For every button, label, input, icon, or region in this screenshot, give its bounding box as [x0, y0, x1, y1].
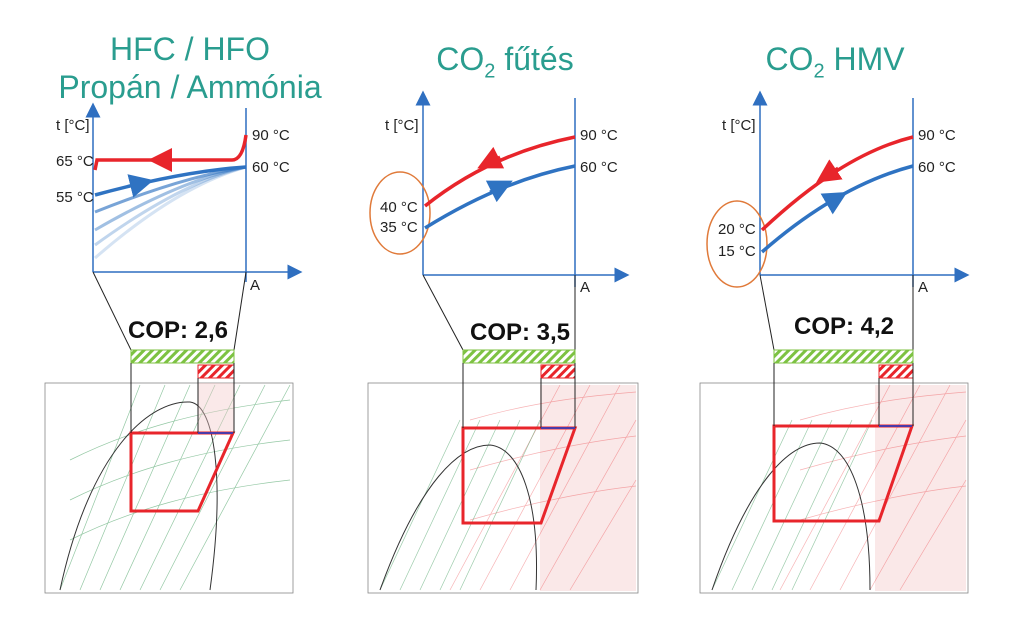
panel1-ph-diagram	[44, 363, 294, 594]
panel2-inlet-ellipse	[369, 171, 431, 255]
panel3-label-15: 15 °C	[718, 243, 756, 260]
panel2-title: CO2 fűtés	[395, 40, 615, 90]
panel3-temp-chart: t [°C] A 90 °C 60 °C 20 °C 15 °C	[706, 90, 970, 296]
panel2-title-main: CO	[436, 41, 485, 77]
panel3-ph-green-grid	[711, 419, 873, 591]
panel2-xlabel: A	[580, 279, 590, 296]
panel1-ph-frame	[44, 382, 294, 594]
panel2-ph-diagram	[367, 363, 639, 594]
panel1-ph-green-grid	[59, 384, 291, 591]
panel3-title-rest: HMV	[824, 41, 905, 77]
panel1-projection-right	[233, 271, 247, 351]
panel3-cop: COP: 4,2	[794, 313, 894, 340]
panel3-label-20: 20 °C	[718, 221, 756, 238]
panel1-ph-cycle-fill	[198, 383, 234, 433]
panel2-label-60: 60 °C	[580, 159, 618, 176]
panel3-green-hatch	[773, 349, 914, 364]
panel1-projection-left	[92, 271, 132, 351]
panel1-hot-curve	[93, 134, 248, 171]
panel2-ph-cycle	[461, 426, 578, 525]
panel3-red-hatch	[878, 364, 914, 379]
panel2-ph-saturation-dome	[379, 444, 537, 591]
panel2-projection-left	[422, 274, 464, 351]
panel2-cop: COP: 3,5	[470, 319, 570, 346]
panel2-green-hatch	[462, 349, 576, 364]
panel3-title-sub: 2	[813, 60, 825, 83]
panel1-ylabel: t [°C]	[56, 117, 90, 134]
panel2-hot-arrow	[477, 146, 505, 169]
panel3-xlabel: A	[918, 279, 928, 296]
panel3-inlet-ellipse	[706, 200, 768, 288]
panel2-title-rest: fűtés	[495, 41, 574, 77]
panel1-cold-curve-faded	[94, 165, 247, 260]
panel1-label-65: 65 °C	[56, 153, 94, 170]
panel1-temp-chart: t [°C] A 90 °C 65 °C 60 °C 55 °C	[56, 102, 303, 294]
panel1-green-hatch	[130, 349, 235, 364]
panel3-ph-saturation-dome	[711, 442, 871, 591]
panel3-hot-arrow	[816, 159, 843, 183]
panel3-label-90: 90 °C	[918, 127, 956, 144]
panel1-red-hatch	[197, 364, 235, 379]
panel3-title: CO2 HMV	[735, 40, 935, 90]
panel2-label-35: 35 °C	[380, 219, 418, 236]
panel1-title-line2: Propán / Ammónia	[58, 69, 322, 105]
panel2-temp-chart: t [°C] A 90 °C 60 °C 40 °C 35 °C	[369, 90, 630, 296]
panel3-hot-curve	[760, 135, 914, 232]
panel1-title: HFC / HFO Propán / Ammónia	[40, 30, 340, 106]
panel2-cold-curve	[424, 164, 576, 230]
panel1-ph-saturation-dome	[59, 401, 218, 591]
panel3-label-60: 60 °C	[918, 159, 956, 176]
panel2-label-90: 90 °C	[580, 127, 618, 144]
panel2-cold-arrow	[485, 180, 513, 203]
panel1-cop: COP: 2,6	[128, 317, 228, 344]
panel3-title-main: CO	[765, 41, 814, 77]
panel1-title-line1: HFC / HFO	[110, 31, 270, 67]
panel1-xlabel: A	[250, 277, 260, 294]
panel1-cold-curve-faded	[94, 165, 247, 247]
panel2-ph-green-grid	[379, 419, 541, 591]
panel1-label-60: 60 °C	[252, 159, 290, 176]
panel2-red-hatch	[540, 364, 576, 379]
panel3-projection-left	[759, 274, 775, 351]
panel2-label-40: 40 °C	[380, 199, 418, 216]
panel2-ph-red-grid	[449, 384, 637, 591]
panel3-ylabel: t [°C]	[722, 117, 756, 134]
panel1-label-55: 55 °C	[56, 189, 94, 206]
panel3-ph-diagram	[699, 363, 969, 594]
panel3-ph-red-grid	[779, 384, 967, 591]
panel2-ylabel: t [°C]	[385, 117, 419, 134]
panel1-cold-arrow	[127, 174, 154, 198]
panel2-ph-red-zone	[540, 385, 636, 591]
panel3-cold-arrow	[820, 191, 848, 215]
panel1-label-90: 90 °C	[252, 127, 290, 144]
panel3-ph-cycle	[772, 424, 915, 523]
panel1-cold-curve	[94, 165, 247, 197]
panel2-title-sub: 2	[484, 60, 496, 83]
panel3-ph-red-zone	[875, 385, 966, 591]
